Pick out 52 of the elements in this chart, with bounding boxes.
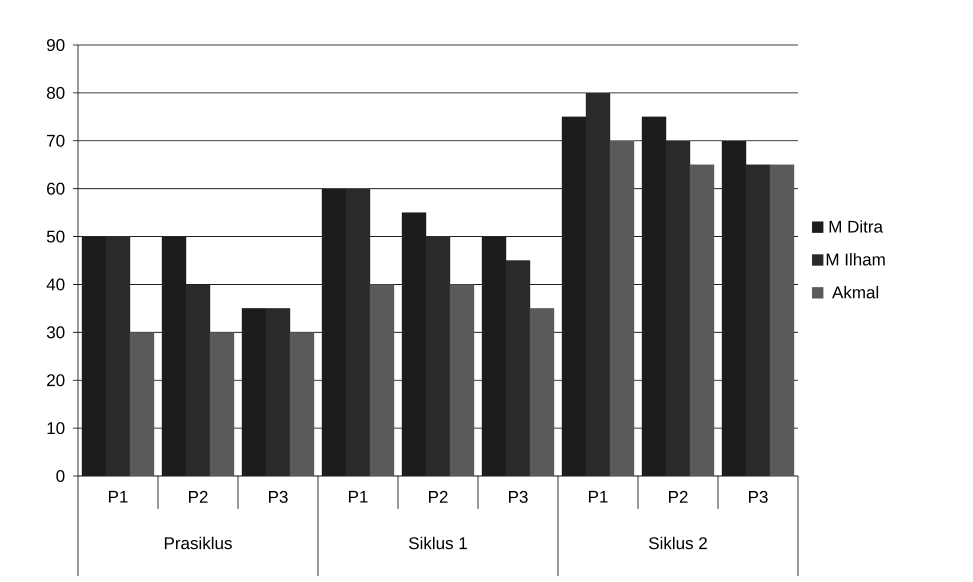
y-tick-label: 30: [46, 326, 64, 338]
y-tick-label: 20: [47, 374, 64, 386]
text: Prasiklus: [164, 536, 232, 550]
y-tick-label: 40: [46, 278, 64, 290]
bar: [642, 116, 666, 476]
bar: [346, 188, 370, 476]
bar: [290, 332, 314, 476]
y-tick-label: 80: [46, 86, 64, 99]
bar: [690, 164, 714, 476]
x-tick-label: P3: [268, 490, 288, 503]
x-tick-label: P1: [108, 490, 128, 503]
x-tick-label: P3: [749, 490, 768, 503]
bar: [370, 284, 394, 476]
x-tick-label: P1: [348, 490, 368, 503]
bar: [130, 332, 154, 476]
bar: [426, 236, 450, 476]
bar: [210, 332, 234, 476]
bar: [322, 188, 346, 476]
bar: [610, 140, 634, 476]
y-tick-label: 90: [47, 38, 64, 52]
bar: [186, 284, 210, 476]
bar: [666, 140, 690, 476]
bar: [586, 92, 610, 476]
x-tick-label: P2: [669, 490, 688, 503]
bar: [482, 236, 506, 476]
bar: [506, 260, 530, 476]
bar: [450, 284, 474, 476]
y-tick-label: 70: [47, 134, 64, 147]
bar: [770, 164, 794, 476]
legend-label: M Ilham: [826, 253, 885, 266]
bar: [562, 116, 586, 476]
bar: [162, 236, 186, 476]
bar: [266, 308, 290, 476]
x-tick-label: P3: [508, 490, 528, 503]
bar: [746, 164, 770, 476]
legend-label: Akmal: [832, 286, 878, 298]
y-tick-label: 0: [56, 470, 64, 482]
bar: [722, 140, 746, 476]
text: Siklus 2: [649, 536, 707, 550]
x-tick-label: P2: [188, 490, 208, 503]
y-tick-label: 60: [47, 182, 64, 195]
bar: [242, 308, 266, 476]
x-tick-label: P2: [428, 490, 448, 503]
bar: [530, 308, 554, 476]
y-tick-label: 10: [48, 422, 64, 434]
legend-label: M Ditra: [830, 220, 883, 233]
bar: [82, 236, 106, 476]
text: Siklus 1: [409, 536, 467, 550]
x-tick-label: P1: [589, 490, 608, 503]
bar: [402, 212, 426, 476]
bar: [106, 236, 130, 476]
y-tick-label: 50: [46, 230, 64, 243]
